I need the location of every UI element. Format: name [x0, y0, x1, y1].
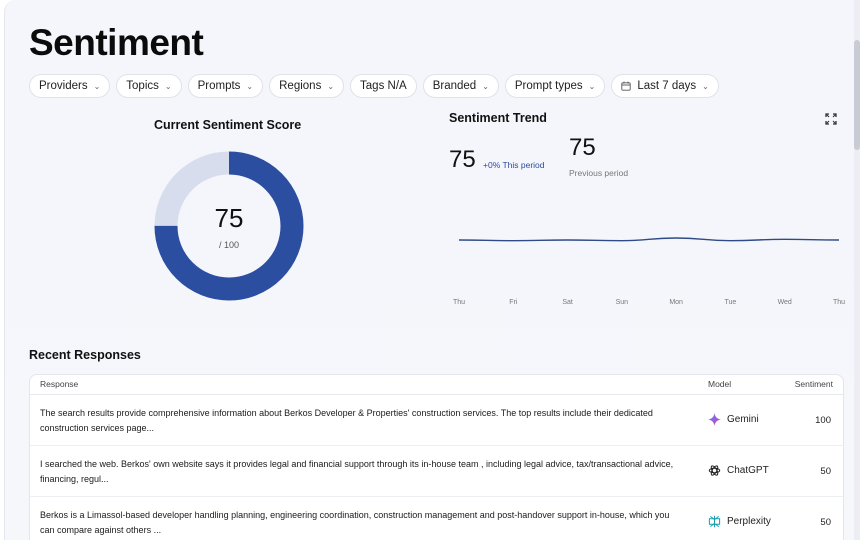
recent-responses-title: Recent Responses: [29, 348, 141, 362]
response-text: The search results provide comprehensive…: [40, 408, 653, 433]
table-row[interactable]: Berkos is a Limassol-based developer han…: [30, 497, 843, 540]
tags-filter[interactable]: Tags N/A: [350, 74, 417, 98]
x-tick-label: Thu: [833, 299, 845, 306]
filter-label: Regions: [279, 80, 322, 92]
prompts-filter[interactable]: Prompts ⌄: [187, 74, 264, 98]
chevron-down-icon: ⌄: [327, 81, 335, 91]
model-cell: Gemini: [708, 413, 759, 426]
filter-bar: Providers ⌄ Topics ⌄ Prompts ⌄ Regions ⌄…: [29, 74, 719, 98]
score-max-label: / 100: [218, 240, 240, 250]
calendar-icon: [621, 81, 631, 91]
filter-label: Prompts: [197, 80, 241, 92]
x-tick-label: Fri: [509, 299, 518, 306]
date-range-filter[interactable]: Last 7 days ⌄: [611, 74, 719, 98]
x-tick-label: Sat: [562, 299, 573, 306]
page-title: Sentiment: [29, 22, 204, 63]
page-scrollbar[interactable]: [854, 0, 860, 540]
sentiment-value: 50: [820, 517, 831, 528]
column-model: Model: [708, 379, 732, 389]
trend-line-chart: Thu Fri Sat Sun Mon Tue Wed Thu: [453, 237, 845, 306]
filter-label: Topics: [126, 80, 159, 92]
score-value: 75: [214, 203, 244, 233]
filter-label: Providers: [39, 80, 88, 92]
x-tick-label: Tue: [725, 299, 737, 306]
column-sentiment: Sentiment: [794, 379, 833, 389]
chevron-down-icon: ⌄: [702, 81, 709, 91]
branded-filter[interactable]: Branded ⌄: [422, 74, 499, 98]
filter-label: Tags N/A: [360, 80, 407, 92]
perplexity-icon: [708, 515, 721, 528]
trend-previous-label: Previous period: [569, 168, 629, 178]
filter-label: Branded: [432, 80, 477, 92]
expand-icon[interactable]: [824, 112, 838, 126]
column-response: Response: [40, 379, 79, 389]
response-text: I searched the web. Berkos' own website …: [40, 459, 674, 484]
trend-title: Sentiment Trend: [449, 111, 547, 125]
sentiment-value: 100: [815, 415, 831, 426]
regions-filter[interactable]: Regions ⌄: [269, 74, 345, 98]
model-cell: Perplexity: [708, 515, 771, 528]
chatgpt-icon: [708, 465, 721, 476]
prompt-types-filter[interactable]: Prompt types ⌄: [504, 74, 606, 98]
model-name: Perplexity: [727, 516, 771, 527]
chevron-down-icon: ⌄: [246, 81, 254, 91]
trend-current-value: 75: [449, 146, 476, 173]
filter-label: Last 7 days: [637, 80, 697, 92]
x-tick-label: Mon: [669, 299, 683, 306]
response-text: Berkos is a Limassol-based developer han…: [40, 510, 670, 535]
chevron-down-icon: ⌄: [164, 81, 172, 91]
model-cell: ChatGPT: [708, 464, 769, 477]
x-tick-label: Wed: [778, 299, 792, 306]
x-tick-label: Thu: [453, 299, 465, 306]
model-name: Gemini: [727, 414, 759, 425]
x-tick-label: Sun: [616, 299, 629, 306]
trend-series-line: [458, 237, 840, 242]
table-header: Response Model Sentiment: [30, 375, 843, 395]
sentiment-donut: [154, 151, 304, 301]
responses-table: Response Model Sentiment The search resu…: [29, 374, 844, 540]
sentiment-value: 50: [820, 466, 831, 477]
gemini-icon: [708, 413, 721, 426]
model-name: ChatGPT: [727, 465, 769, 476]
filter-label: Prompt types: [514, 80, 583, 92]
chevron-down-icon: ⌄: [482, 81, 489, 91]
trend-change: +0% This period: [483, 160, 545, 170]
score-title: Current Sentiment Score: [154, 118, 302, 132]
topics-filter[interactable]: Topics ⌄: [116, 74, 182, 98]
table-row[interactable]: The search results provide comprehensive…: [30, 395, 843, 446]
chevron-down-icon: ⌄: [93, 81, 101, 91]
donut-fill: [154, 151, 304, 301]
trend-previous-value: 75: [569, 134, 596, 161]
chevron-down-icon: ⌄: [588, 81, 596, 91]
providers-filter[interactable]: Providers ⌄: [29, 74, 111, 98]
scrollbar-thumb[interactable]: [854, 40, 860, 150]
sentiment-page: Sentiment Providers ⌄ Topics ⌄ Prompts ⌄…: [4, 0, 860, 540]
table-row[interactable]: I searched the web. Berkos' own website …: [30, 446, 843, 497]
